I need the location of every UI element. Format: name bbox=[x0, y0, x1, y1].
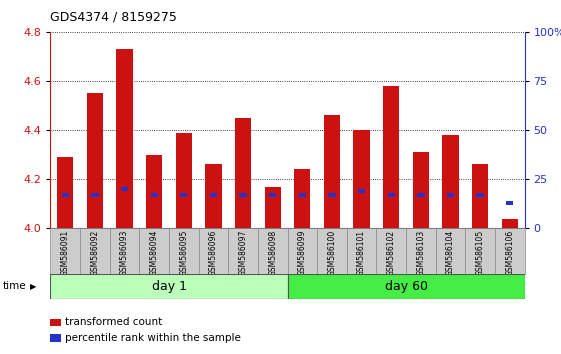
Text: time: time bbox=[3, 281, 26, 291]
Bar bbox=[406, 228, 436, 274]
Bar bbox=[353, 130, 370, 228]
Text: GSM586104: GSM586104 bbox=[446, 230, 455, 276]
Text: GSM586095: GSM586095 bbox=[180, 230, 188, 276]
Text: transformed count: transformed count bbox=[65, 318, 162, 327]
Bar bbox=[417, 193, 425, 197]
Text: GSM586091: GSM586091 bbox=[61, 230, 70, 276]
Bar bbox=[139, 228, 169, 274]
Bar bbox=[436, 228, 465, 274]
Bar bbox=[317, 228, 347, 274]
Bar bbox=[50, 274, 287, 299]
Bar bbox=[150, 193, 158, 197]
Bar bbox=[383, 86, 399, 228]
Text: ▶: ▶ bbox=[30, 282, 37, 291]
Bar bbox=[465, 228, 495, 274]
Bar bbox=[80, 228, 110, 274]
Bar bbox=[502, 218, 518, 228]
Bar bbox=[476, 193, 484, 197]
Bar bbox=[298, 193, 306, 197]
Bar bbox=[169, 228, 199, 274]
Bar bbox=[180, 193, 187, 197]
Bar bbox=[265, 187, 281, 228]
Bar bbox=[57, 157, 73, 228]
Bar bbox=[50, 228, 80, 274]
Bar bbox=[442, 135, 458, 228]
Bar bbox=[413, 152, 429, 228]
Text: GSM586102: GSM586102 bbox=[387, 230, 396, 276]
Bar bbox=[176, 132, 192, 228]
Text: GSM586103: GSM586103 bbox=[416, 230, 425, 276]
Bar bbox=[495, 228, 525, 274]
Bar bbox=[472, 165, 488, 228]
Bar bbox=[294, 169, 310, 228]
Bar bbox=[199, 228, 228, 274]
Text: GSM586094: GSM586094 bbox=[150, 230, 159, 276]
Bar bbox=[447, 193, 454, 197]
Bar bbox=[347, 228, 376, 274]
Bar bbox=[87, 93, 103, 228]
Text: GSM586105: GSM586105 bbox=[476, 230, 485, 276]
Bar bbox=[506, 201, 513, 205]
Bar bbox=[328, 193, 335, 197]
Text: day 60: day 60 bbox=[384, 280, 427, 293]
Bar bbox=[62, 193, 69, 197]
Text: GSM586092: GSM586092 bbox=[90, 230, 99, 276]
Text: GSM586106: GSM586106 bbox=[505, 230, 514, 276]
Text: GSM586096: GSM586096 bbox=[209, 230, 218, 276]
Bar bbox=[210, 193, 217, 197]
Text: GSM586099: GSM586099 bbox=[298, 230, 307, 276]
Text: GSM586093: GSM586093 bbox=[120, 230, 129, 276]
Bar bbox=[91, 193, 99, 197]
Bar bbox=[269, 193, 277, 197]
Text: day 1: day 1 bbox=[151, 280, 186, 293]
Bar bbox=[228, 228, 258, 274]
Bar bbox=[287, 228, 317, 274]
Bar bbox=[117, 49, 133, 228]
Bar bbox=[376, 228, 406, 274]
Text: GSM586097: GSM586097 bbox=[238, 230, 247, 276]
Bar bbox=[388, 193, 395, 197]
Bar bbox=[121, 187, 128, 191]
Text: GSM586100: GSM586100 bbox=[328, 230, 337, 276]
Text: percentile rank within the sample: percentile rank within the sample bbox=[65, 333, 241, 343]
Bar bbox=[358, 189, 365, 193]
Bar bbox=[324, 115, 340, 228]
Bar bbox=[205, 165, 222, 228]
Text: GDS4374 / 8159275: GDS4374 / 8159275 bbox=[50, 10, 177, 23]
Bar bbox=[146, 155, 162, 228]
Bar bbox=[287, 274, 525, 299]
Bar bbox=[110, 228, 139, 274]
Text: GSM586098: GSM586098 bbox=[268, 230, 277, 276]
Text: GSM586101: GSM586101 bbox=[357, 230, 366, 276]
Bar bbox=[235, 118, 251, 228]
Bar bbox=[258, 228, 287, 274]
Bar bbox=[240, 193, 247, 197]
